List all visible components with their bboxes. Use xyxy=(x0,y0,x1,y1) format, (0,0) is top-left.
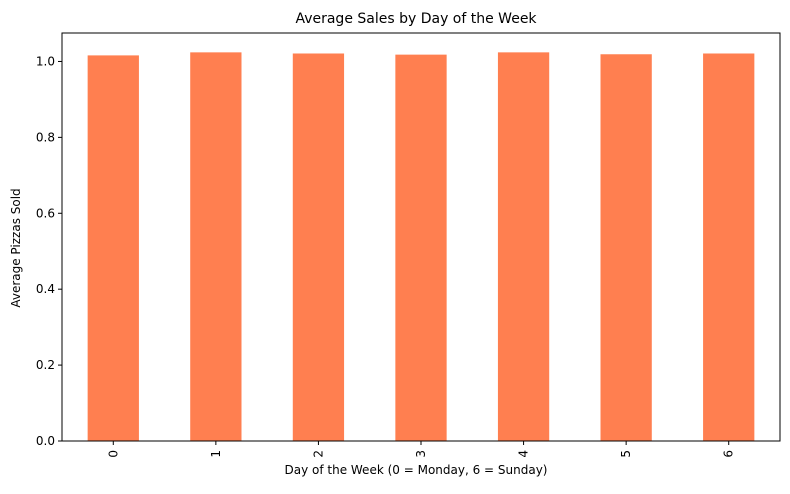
x-axis-label: Day of the Week (0 = Monday, 6 = Sunday) xyxy=(285,463,548,477)
x-tick-label: 5 xyxy=(619,450,633,458)
bar-day-4 xyxy=(497,52,550,442)
x-tick-label: 0 xyxy=(106,450,120,458)
bar-day-5 xyxy=(600,54,652,441)
bar-day-6 xyxy=(703,53,755,442)
bar-day-0 xyxy=(87,55,139,442)
y-axis-label: Average Pizzas Sold xyxy=(9,188,23,307)
x-axis: 0 1 2 3 4 5 6 xyxy=(106,441,736,458)
y-tick-label: 0.4 xyxy=(36,282,55,296)
bar-day-1 xyxy=(190,52,242,442)
bar-day-2 xyxy=(292,53,345,442)
y-tick-label: 1.0 xyxy=(36,54,55,68)
y-tick-label: 0.2 xyxy=(36,358,55,372)
y-axis: 0.0 0.2 0.4 0.6 0.8 1.0 xyxy=(36,54,62,448)
bar-day-3 xyxy=(395,54,447,442)
x-tick-label: 6 xyxy=(722,450,736,458)
x-tick-label: 2 xyxy=(311,450,325,458)
chart-title: Average Sales by Day of the Week xyxy=(295,11,537,27)
y-tick-label: 0.0 xyxy=(36,434,55,448)
x-tick-label: 4 xyxy=(517,450,531,458)
y-tick-label: 0.6 xyxy=(36,206,55,220)
plot-area xyxy=(61,32,781,442)
x-tick-label: 3 xyxy=(414,450,428,458)
y-tick-label: 0.8 xyxy=(36,130,55,144)
x-tick-label: 1 xyxy=(209,450,223,458)
